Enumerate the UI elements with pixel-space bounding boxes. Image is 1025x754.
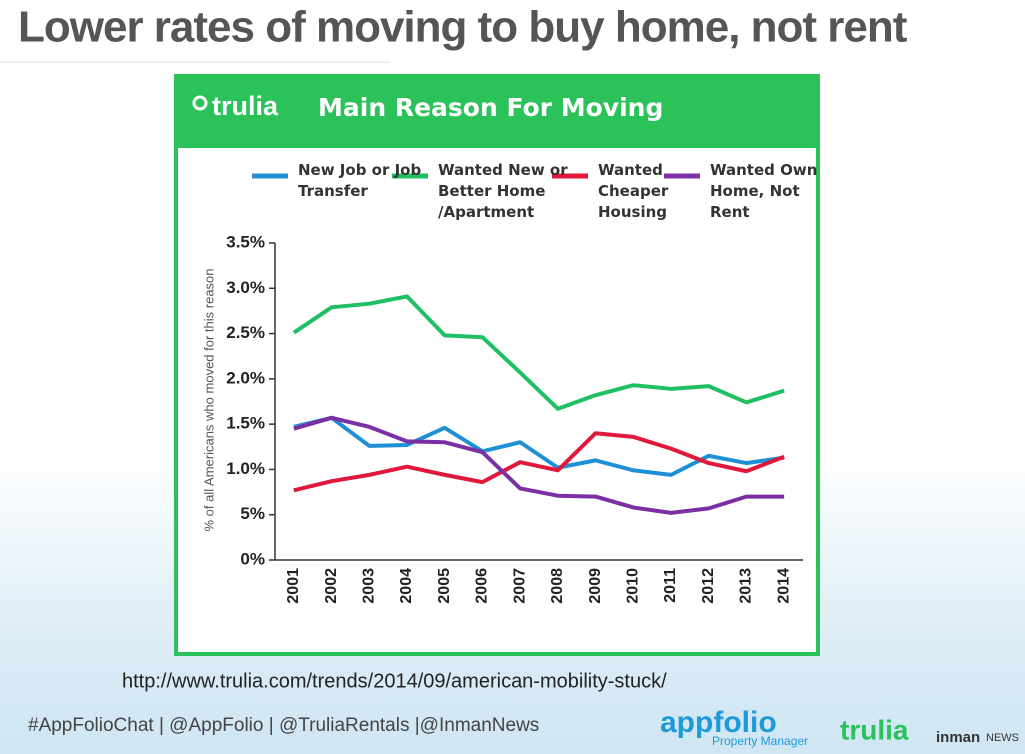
legend-label: Wanted Own Home, Not Rent: [710, 161, 818, 221]
series-line: [292, 294, 785, 411]
trulia-logo: trulia: [840, 714, 909, 745]
appfolio-logo: appfolio: [660, 706, 777, 739]
x-tick-label: 2002: [323, 568, 340, 604]
x-tick-label: 2014: [775, 568, 792, 604]
x-tick-label: 2004: [398, 568, 415, 604]
y-axis-label: % of all Americans who moved for this re…: [201, 268, 216, 531]
x-tick-label: 2005: [436, 568, 453, 604]
y-tick-label: 1.0%: [226, 459, 265, 478]
source-url: http://www.trulia.com/trends/2014/09/ame…: [122, 670, 667, 692]
x-tick-label: 2010: [625, 568, 642, 604]
x-tick-label: 2003: [361, 568, 378, 604]
inman-logo: inman: [936, 729, 980, 746]
x-tick-label: 2011: [662, 568, 679, 603]
legend-label: Wanted Cheaper Housing: [598, 161, 669, 221]
x-tick-label: 2013: [738, 568, 755, 604]
chart-title: Main Reason For Moving: [318, 93, 663, 122]
appfolio-sub: Property Manager: [712, 734, 808, 748]
slide-title: Lower rates of moving to buy home, not r…: [18, 3, 908, 52]
series-line: [293, 431, 785, 493]
y-tick-label: 2.5%: [226, 323, 265, 342]
x-tick-label: 2012: [700, 568, 717, 604]
y-tick-label: 3.0%: [226, 278, 265, 297]
y-tick-label: 3.5%: [226, 232, 265, 251]
y-tick-label: 1.5%: [226, 414, 265, 433]
pin-icon: [192, 95, 208, 111]
y-tick-label: 0%: [240, 549, 265, 568]
chart-frame: [174, 74, 820, 656]
x-tick-label: 2009: [587, 568, 604, 604]
footer: #AppFolioChat | @AppFolio | @TruliaRenta…: [28, 715, 539, 736]
inman-sub: NEWS: [986, 732, 1019, 744]
x-tick-label: 2006: [474, 568, 491, 604]
y-tick-label: 2.0%: [226, 368, 265, 387]
legend-label: New Job or Job Transfer: [298, 161, 422, 200]
x-tick-label: 2001: [285, 568, 302, 604]
y-tick-label: 5%: [240, 504, 265, 523]
x-tick-label: 2007: [511, 568, 528, 604]
chart-header: [176, 76, 818, 148]
brand: trulia: [212, 91, 279, 121]
series-line: [293, 415, 785, 515]
x-tick-label: 2008: [549, 568, 566, 604]
legend-label: Wanted New or Better Home /Apartment: [438, 161, 568, 221]
